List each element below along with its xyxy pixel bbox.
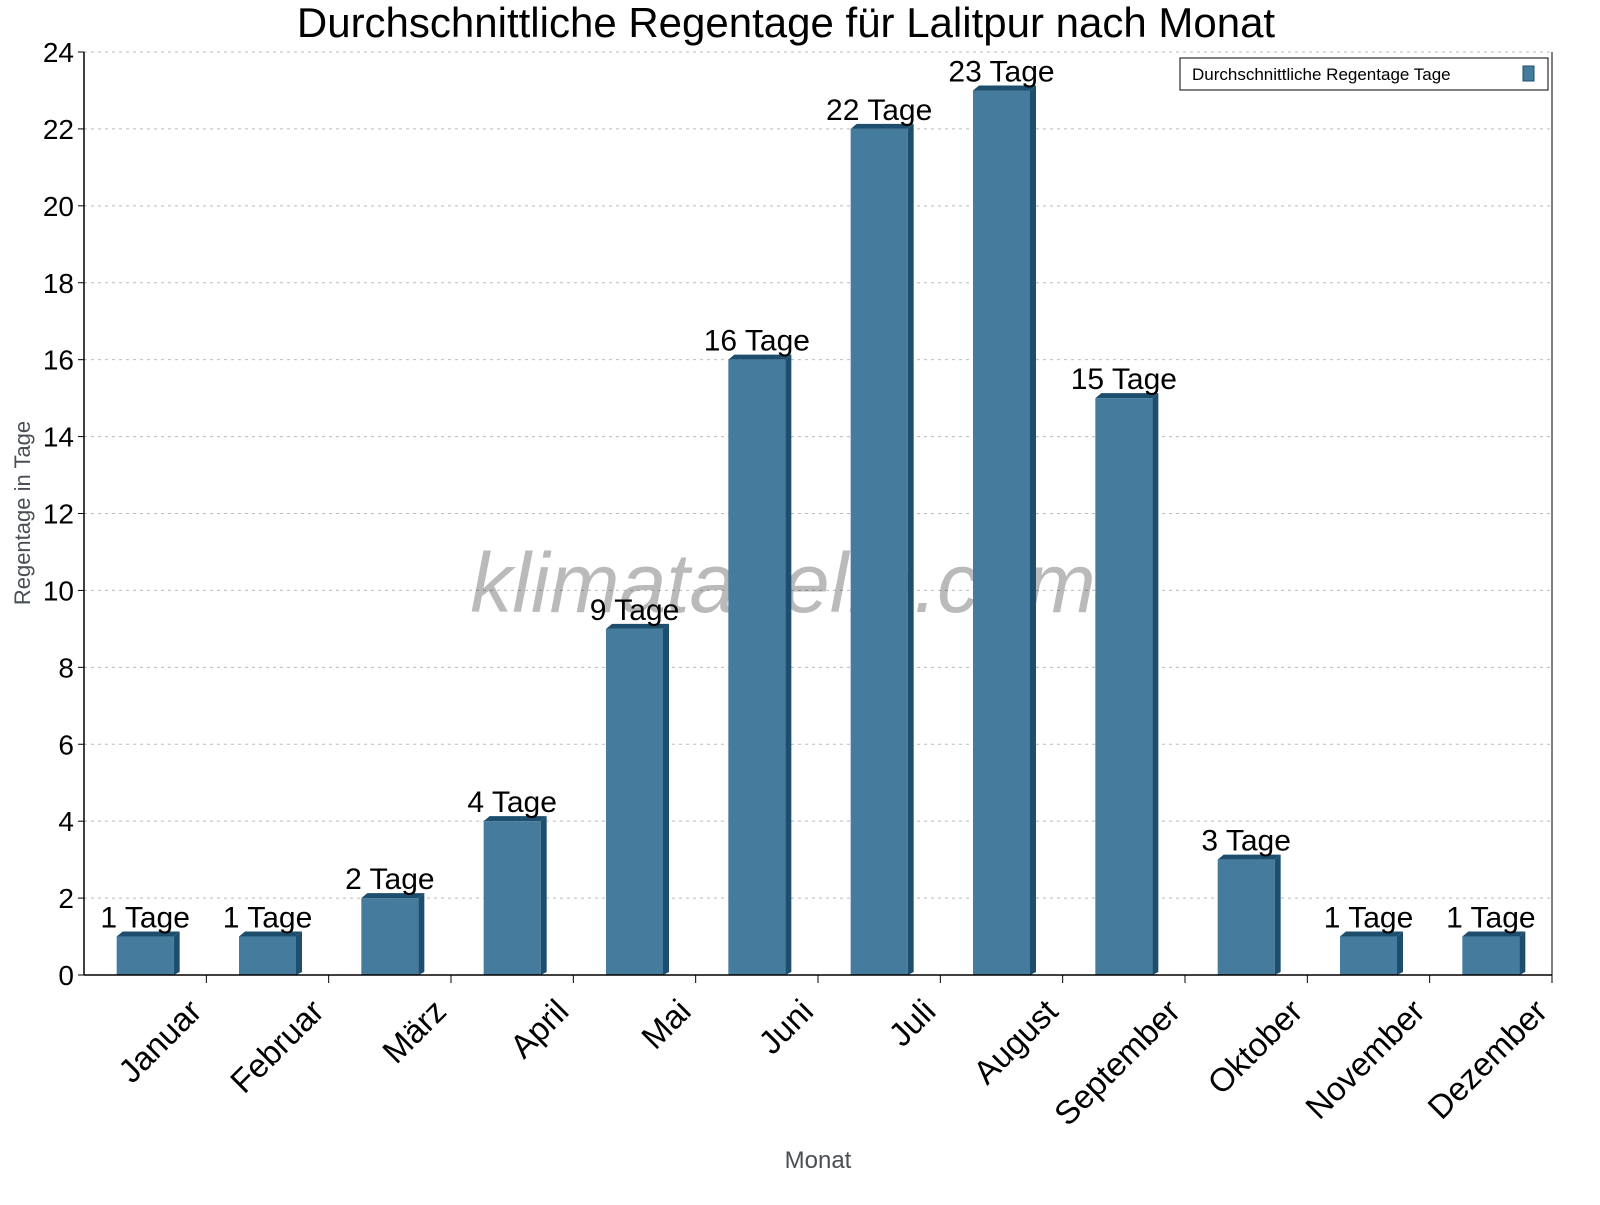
x-tick-label: November [1298,992,1432,1126]
chart-title: Durchschnittliche Regentage für Lalitpur… [297,0,1276,46]
bar [1340,936,1397,975]
data-label: 4 Tage [467,786,557,819]
y-tick-label: 18 [43,268,74,299]
bar-side [1274,854,1281,975]
bar-top [1095,393,1159,399]
data-label: 15 Tage [1071,363,1177,396]
x-tick-label: Januar [111,992,209,1090]
bar-side [296,931,302,975]
bar [1462,936,1520,975]
bar-top [361,893,425,899]
legend: Durchschnittliche Regentage Tage [1179,57,1549,91]
y-tick-label: 22 [43,114,74,145]
bar-top [483,816,547,822]
bar [606,628,663,975]
y-tick-label: 20 [43,191,74,222]
y-tick-label: 10 [43,575,74,606]
bar-side [173,931,180,975]
bar-top [1462,931,1526,937]
bar-side [1397,931,1403,975]
bar [483,821,541,975]
bar [973,90,1030,976]
bar-top [116,931,180,937]
x-tick-label: April [503,992,576,1065]
x-tick-label: Juli [881,992,942,1053]
y-tick-label: 6 [58,729,74,760]
bar-side [1152,393,1159,975]
data-label: 2 Tage [345,863,435,896]
data-label: 22 Tage [826,94,932,127]
y-tick-label: 16 [43,345,74,376]
x-tick-label: September [1047,992,1187,1132]
x-tick-label: Mai [634,992,698,1056]
x-tick-label: Oktober [1200,992,1309,1101]
bar-top [239,931,302,937]
bar-side [907,123,914,975]
bar-side [418,893,425,975]
data-label: 1 Tage [1446,902,1536,935]
data-label: 16 Tage [704,325,810,358]
data-label: 1 Tage [100,902,190,935]
y-tick-label: 24 [43,37,74,68]
bar-side [540,816,547,975]
y-tick-label: 14 [43,422,74,453]
bar [1217,859,1275,975]
y-tick-label: 0 [58,960,74,991]
bar-top [973,85,1036,91]
bar-top [850,123,914,129]
y-tick-label: 4 [58,806,74,837]
x-tick-label: August [966,992,1065,1091]
bar [850,128,908,975]
x-tick-label: Dezember [1420,992,1554,1126]
bar [728,359,786,976]
bar-top [606,623,669,629]
y-tick-label: 12 [43,499,74,530]
legend-label: Durchschnittliche Regentage Tage [1192,65,1451,84]
bar-top [1340,931,1403,937]
bar-top [1217,854,1281,860]
y-axis-label: Regentage in Tage [10,421,35,605]
bar-top [728,354,792,360]
x-axis-label: Monat [785,1147,852,1174]
legend-swatch [1522,65,1535,82]
data-label: 23 Tage [948,55,1054,88]
x-tick-label: März [375,992,453,1070]
data-label: 1 Tage [223,902,313,935]
bar-side [1519,931,1526,975]
bar [1095,398,1153,975]
y-tick-label: 8 [58,652,74,683]
data-label: 3 Tage [1201,825,1291,858]
bar-side [785,354,792,976]
data-label: 9 Tage [590,594,680,627]
x-tick-label: Juni [751,992,820,1061]
bar-side [663,623,669,975]
y-tick-label: 2 [58,883,74,914]
data-label: 1 Tage [1324,902,1414,935]
bar [239,936,296,975]
x-tick-label: Februar [223,992,331,1100]
bar [361,898,419,975]
bar-side [1030,85,1036,976]
bar [116,936,174,975]
